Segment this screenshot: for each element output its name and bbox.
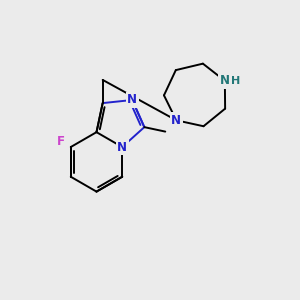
- Text: N: N: [171, 114, 181, 127]
- Text: H: H: [231, 76, 241, 85]
- Text: N: N: [220, 74, 230, 87]
- Text: F: F: [57, 135, 65, 148]
- Text: N: N: [117, 140, 127, 154]
- Text: N: N: [127, 94, 137, 106]
